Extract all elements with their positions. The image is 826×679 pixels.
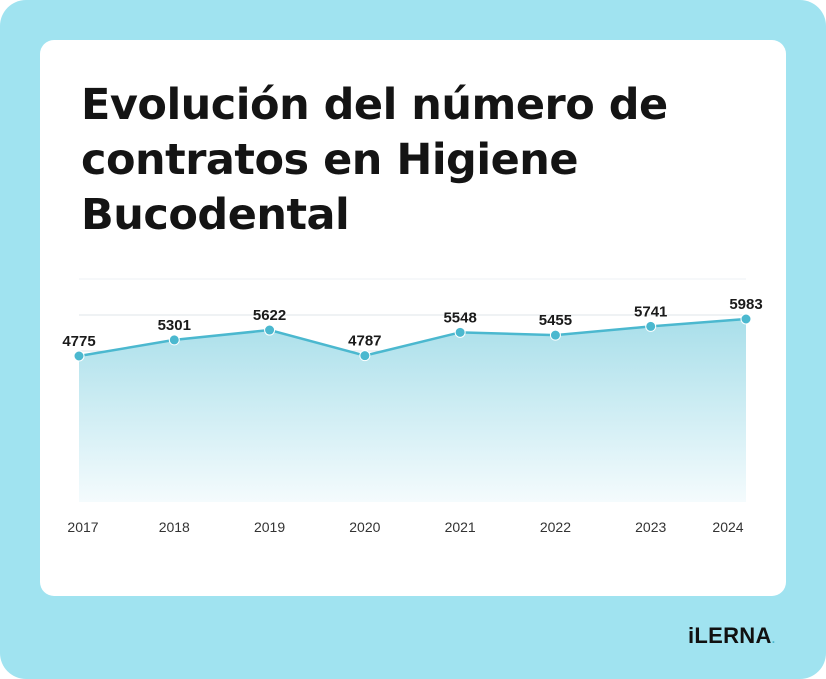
logo-text: iLERNA <box>688 623 772 648</box>
data-label: 5455 <box>539 312 572 329</box>
chart-title: Evolución del número de contratos en Hig… <box>81 80 668 240</box>
x-tick-label: 2020 <box>349 519 380 535</box>
data-point <box>454 326 466 338</box>
data-point <box>264 324 276 336</box>
data-line <box>78 317 747 358</box>
data-points <box>73 313 752 362</box>
data-point <box>73 350 85 362</box>
x-axis-labels: 2017 2018 2019 2020 2021 2022 2023 2024 <box>67 519 743 535</box>
data-label: 5983 <box>729 296 762 313</box>
data-label: 4775 <box>62 333 95 350</box>
data-point <box>549 329 561 341</box>
x-tick-label: 2019 <box>254 519 285 535</box>
data-label: 4787 <box>348 333 381 350</box>
x-tick-label: 2018 <box>159 519 190 535</box>
data-labels: 4775 5301 5622 4787 5548 5455 5741 5983 <box>62 296 762 350</box>
chart-card <box>40 40 786 596</box>
data-point <box>359 350 371 362</box>
data-point <box>645 320 657 332</box>
x-tick-label: 2021 <box>445 519 476 535</box>
x-tick-label: 2022 <box>540 519 571 535</box>
data-label: 5301 <box>158 317 191 334</box>
data-label: 5741 <box>634 303 667 320</box>
x-tick-label: 2017 <box>67 519 98 535</box>
data-label: 5548 <box>443 309 476 326</box>
data-label: 5622 <box>253 307 286 324</box>
ilerna-logo: iLERNA. <box>688 623 775 649</box>
data-point <box>740 313 752 325</box>
logo-dot: . <box>771 632 776 646</box>
x-tick-label: 2024 <box>712 519 743 535</box>
data-point <box>168 334 180 346</box>
x-tick-label: 2023 <box>635 519 666 535</box>
area-fill <box>79 319 746 502</box>
